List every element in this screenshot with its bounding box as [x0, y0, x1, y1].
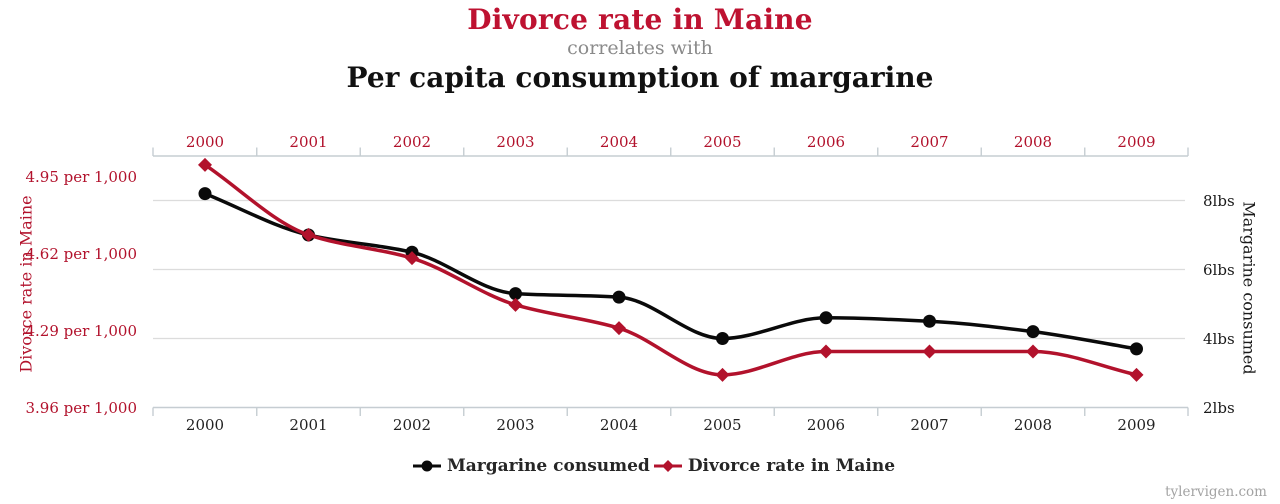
top-axis-year-label: 2004 — [599, 133, 639, 151]
right-axis-title: Margarine consumed — [1239, 201, 1259, 375]
bottom-axis-year-label: 2002 — [392, 416, 432, 434]
bottom-axis-year-label: 2005 — [703, 416, 742, 434]
bottom-axis-year-label: 2001 — [289, 416, 328, 434]
bottom-axis-year-label: 2007 — [910, 416, 949, 434]
data-point-margarine-consumed — [509, 287, 522, 301]
top-axis-year-label: 2005 — [703, 133, 742, 151]
bottom-axis-year-label: 2009 — [1117, 416, 1156, 434]
legend-marker-diamond-icon — [653, 460, 682, 472]
data-point-margarine-consumed — [198, 187, 212, 201]
legend-item-divorce-rate-in-maine: Divorce rate in Maine — [653, 456, 896, 476]
top-axis-year-label: 2003 — [496, 133, 535, 151]
data-point-divorce-rate-in-maine — [508, 297, 523, 312]
credit-link[interactable]: tylervigen.com — [1165, 484, 1267, 500]
right-axis-tick-label: 2lbs — [1203, 398, 1235, 417]
data-point-divorce-rate-in-maine — [301, 227, 316, 242]
data-point-margarine-consumed — [716, 332, 729, 345]
bottom-axis-year-label: 2008 — [1013, 416, 1053, 434]
top-axis-year-label: 2008 — [1013, 133, 1053, 151]
legend-marker-circle-icon — [412, 460, 441, 472]
top-axis-year-label: 2007 — [910, 133, 949, 151]
secondary-title: Per capita consumption of margarine — [346, 61, 934, 94]
right-axis-tick-label: 4lbs — [1203, 329, 1235, 348]
bottom-axis-year-label: 2006 — [806, 416, 846, 434]
data-point-divorce-rate-in-maine — [715, 367, 730, 382]
data-point-divorce-rate-in-maine — [1026, 344, 1040, 359]
top-axis-year-label: 2009 — [1117, 133, 1156, 151]
data-point-divorce-rate-in-maine — [612, 321, 626, 336]
data-point-margarine-consumed — [923, 314, 936, 328]
bottom-axis-year-label: 2003 — [496, 416, 535, 434]
data-point-divorce-rate-in-maine — [819, 344, 833, 359]
data-point-divorce-rate-in-maine — [1129, 367, 1144, 382]
data-point-margarine-consumed — [819, 311, 833, 325]
data-point-divorce-rate-in-maine — [198, 157, 212, 172]
left-axis-title: Divorce rate in Maine — [16, 195, 36, 373]
series-line-margarine-consumed — [204, 191, 1137, 351]
data-point-margarine-consumed — [1130, 342, 1143, 356]
right-axis-tick-label: 8lbs — [1203, 191, 1235, 210]
left-axis-tick-label: 4.29 per 1,000 — [25, 321, 137, 340]
series-line-divorce-rate-in-maine — [204, 163, 1137, 377]
data-point-divorce-rate-in-maine — [405, 251, 419, 266]
left-axis-tick-label: 4.62 per 1,000 — [25, 244, 137, 263]
legend: Margarine consumed Divorce rate in Maine — [14, 456, 1280, 476]
left-axis-tick-label: 3.96 per 1,000 — [25, 398, 137, 417]
page-title: Divorce rate in Maine — [467, 3, 813, 36]
bottom-axis-year-label: 2004 — [599, 416, 639, 434]
bottom-axis-year-label: 2000 — [185, 416, 225, 434]
top-axis-year-label: 2002 — [392, 133, 432, 151]
left-axis-tick-label: 4.95 per 1,000 — [25, 167, 137, 186]
data-point-margarine-consumed — [612, 290, 626, 304]
data-point-divorce-rate-in-maine — [922, 344, 937, 359]
legend-item-margarine-consumed: Margarine consumed — [412, 456, 650, 476]
legend-label: Divorce rate in Maine — [687, 456, 896, 476]
data-point-margarine-consumed — [1026, 325, 1040, 339]
correlates-with-text: correlates with — [567, 37, 713, 59]
top-axis-year-label: 2001 — [289, 133, 328, 151]
top-axis-year-label: 2000 — [185, 133, 225, 151]
top-axis-year-label: 2006 — [806, 133, 846, 151]
right-axis-tick-label: 6lbs — [1203, 260, 1235, 279]
legend-label: Margarine consumed — [446, 456, 650, 476]
